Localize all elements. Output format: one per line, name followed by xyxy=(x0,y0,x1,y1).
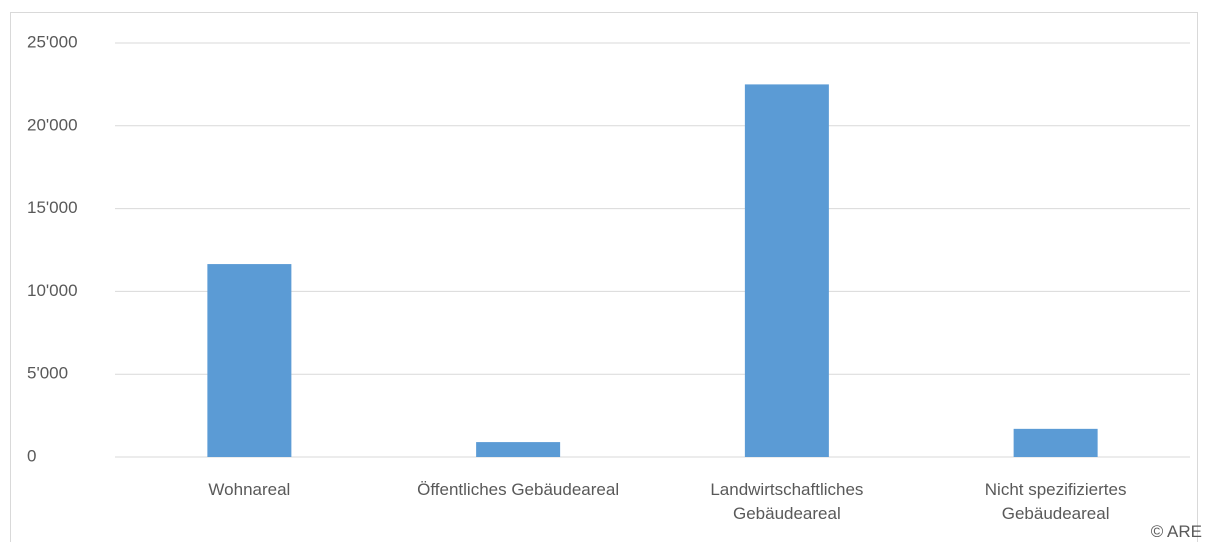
y-tick-label: 0 xyxy=(27,446,36,465)
bar xyxy=(1013,428,1098,457)
x-tick-label: Nicht spezifiziertes Gebäudeareal xyxy=(984,480,1127,523)
chart-frame xyxy=(10,12,1198,542)
x-tick-label: Landwirtschaftliches Gebäudeareal xyxy=(710,480,864,523)
annotation: © ARE xyxy=(1150,522,1202,541)
x-tick-label: Wohnareal xyxy=(208,480,291,499)
y-tick-label: 10'000 xyxy=(27,281,78,300)
y-tick-label: 15'000 xyxy=(27,198,78,217)
bar xyxy=(744,84,829,458)
bar xyxy=(476,442,561,457)
x-tick-label: Öffentliches Gebäudeareal xyxy=(417,480,620,499)
y-tick-label: 25'000 xyxy=(27,32,78,51)
y-tick-label: 20'000 xyxy=(27,115,78,134)
bar xyxy=(207,264,292,457)
y-tick-label: 5'000 xyxy=(27,364,68,383)
